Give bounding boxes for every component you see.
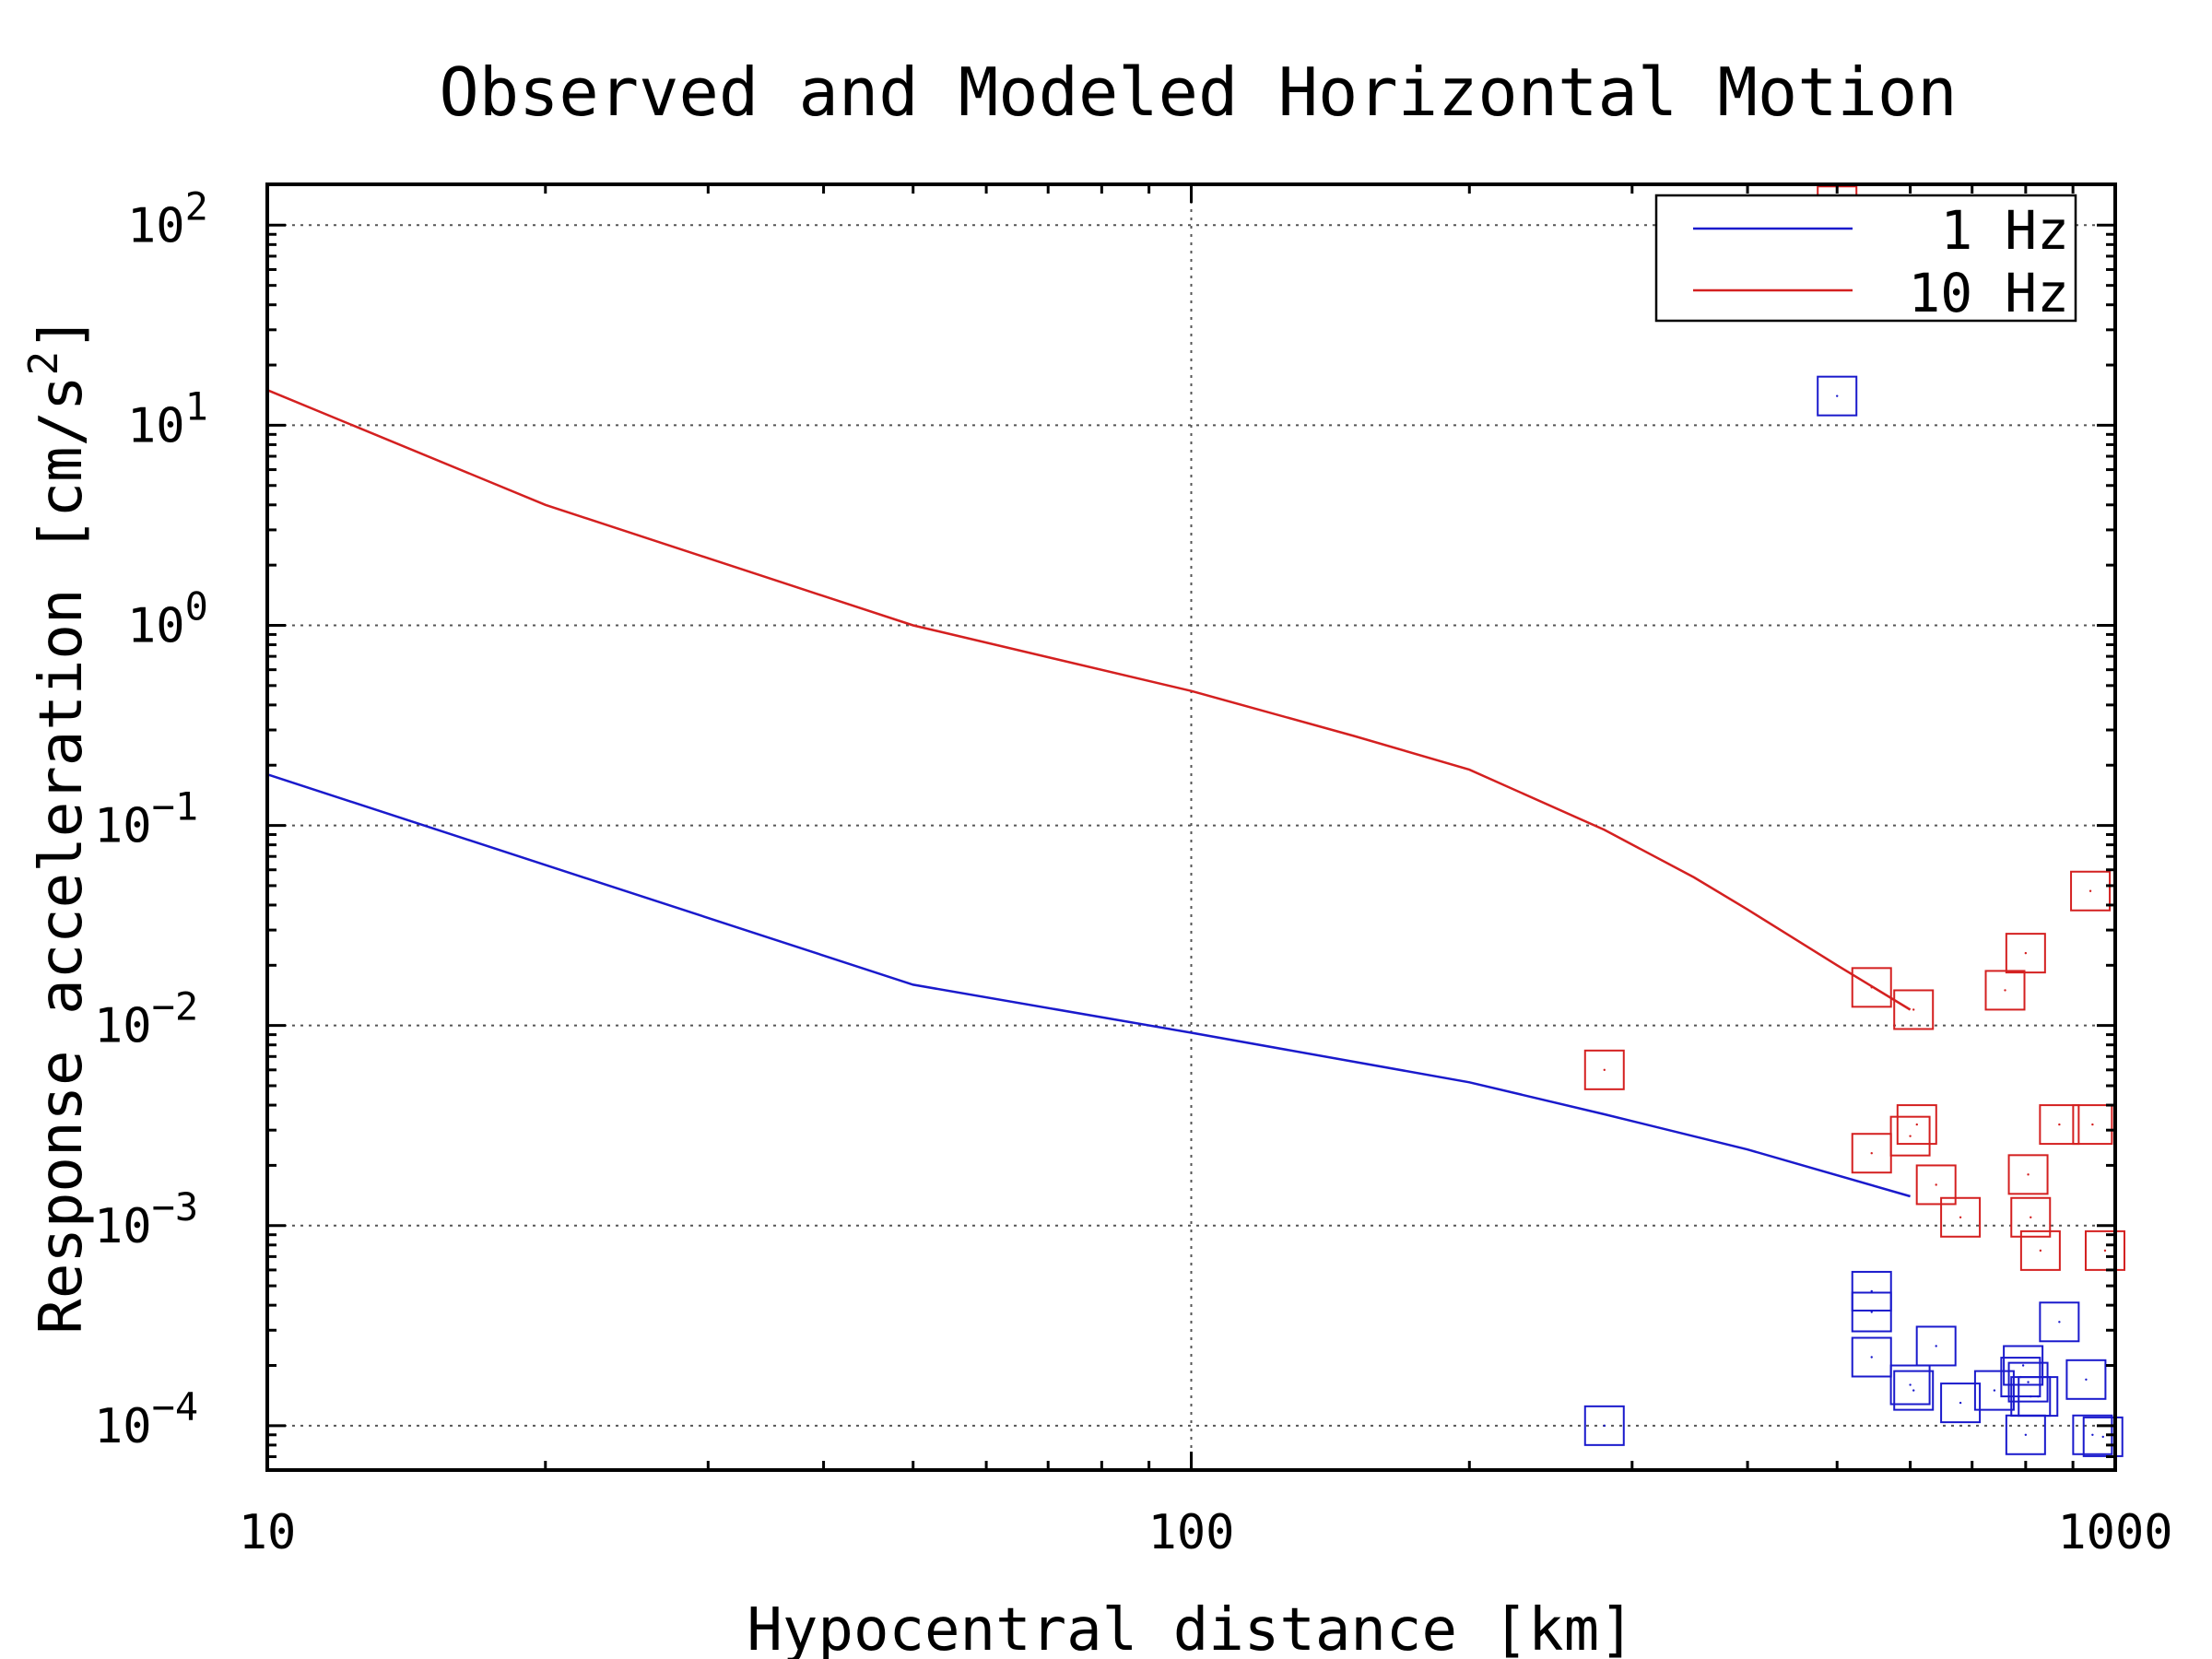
observed-point-center-10hz [1603, 1068, 1606, 1072]
observed-point-center-10hz [2004, 989, 2006, 992]
y-axis-label-text: Response acceleration [cm/s [28, 375, 96, 1334]
observed-point-10hz [1984, 970, 2026, 1011]
observed-point-10hz [2005, 933, 2046, 974]
observed-point-1hz [2039, 1301, 2080, 1343]
observed-point-center-10hz [2088, 889, 2092, 892]
observed-point-1hz [1851, 1270, 1892, 1312]
observed-point-center-1hz [1603, 1424, 1606, 1428]
observed-point-10hz [2070, 870, 2112, 912]
observed-point-center-10hz [2030, 1216, 2032, 1218]
observed-point-10hz [1889, 1115, 1931, 1157]
y-tick-label: 100 [127, 583, 208, 653]
observed-point-center-1hz [1870, 1356, 1873, 1359]
y-axis-label-superscript: 2 [20, 351, 67, 376]
x-tick-label: 10 [239, 1505, 297, 1560]
y-tick-label: 102 [127, 183, 208, 253]
observed-point-1hz [1915, 1325, 1957, 1367]
observed-point-center-1hz [1909, 1383, 1912, 1386]
observed-point-center-1hz [1935, 1345, 1937, 1347]
observed-point-10hz [2084, 1230, 2125, 1271]
legend-box [1654, 194, 2077, 323]
observed-point-10hz [2010, 1196, 2052, 1238]
observed-point-1hz [1851, 1336, 1892, 1378]
chart-title: Observed and Modeled Horizontal Motion [439, 53, 1957, 131]
observed-point-10hz [1915, 1164, 1957, 1206]
observed-point-1hz [2003, 1345, 2044, 1386]
y-tick-label: 10−3 [94, 1184, 198, 1254]
observed-point-center-10hz [1870, 1152, 1873, 1155]
y-tick-label: 10−1 [94, 784, 198, 854]
observed-point-1hz [1817, 375, 1858, 417]
observed-point-center-10hz [1912, 1008, 1915, 1011]
legend-label-1hz: 1 Hz [1940, 199, 2069, 262]
observed-point-10hz [1851, 967, 1892, 1008]
observed-point-center-10hz [1870, 986, 1873, 989]
observed-point-10hz [1940, 1196, 1982, 1238]
x-axis-label: Hypocentral distance [km] [747, 1596, 1634, 1659]
observed-point-1hz [2065, 1359, 2107, 1400]
model-line-1hz [266, 773, 1911, 1198]
observed-point-1hz [1940, 1382, 1982, 1424]
model-lines [266, 389, 1912, 1198]
observed-point-center-10hz [1935, 1183, 1937, 1186]
y-tick-label: 10−4 [94, 1384, 198, 1454]
observed-point-center-1hz [2027, 1381, 2030, 1383]
observed-point-1hz [1889, 1364, 1931, 1406]
observed-point-center-1hz [1993, 1389, 1996, 1392]
y-axis-label-suffix: ] [28, 315, 96, 351]
observed-point-center-1hz [2030, 1394, 2032, 1398]
observed-point-10hz [2007, 1154, 2049, 1195]
observed-point-center-10hz [2091, 1123, 2094, 1126]
observed-point-1hz [2007, 1361, 2049, 1403]
x-tick-label: 1000 [2057, 1505, 2172, 1560]
observed-point-center-1hz [2024, 1433, 2028, 1436]
observed-point-10hz [1583, 1049, 1625, 1090]
observed-markers [1583, 185, 2125, 1457]
observed-point-1hz [2018, 1376, 2059, 1418]
observed-point-1hz [2082, 1416, 2124, 1457]
observed-point-center-1hz [2058, 1321, 2061, 1324]
legend-label-10hz: 10 Hz [1908, 262, 2069, 324]
x-tick-label: 100 [1148, 1505, 1235, 1560]
observed-point-center-1hz [2085, 1378, 2088, 1382]
observed-point-center-1hz [1836, 394, 1839, 397]
observed-point-1hz [1851, 1291, 1892, 1333]
observed-point-1hz [1973, 1370, 2015, 1411]
grid [267, 184, 2115, 1470]
observed-point-10hz [1896, 1104, 1937, 1146]
observed-point-center-10hz [2039, 1249, 2042, 1253]
observed-point-center-10hz [2027, 1173, 2030, 1176]
observed-point-center-1hz [2091, 1433, 2094, 1436]
observed-point-center-1hz [2021, 1364, 2025, 1367]
legend: 1 Hz 10 Hz [1654, 194, 2077, 324]
y-tick-label: 101 [127, 383, 208, 453]
observed-point-1hz [1893, 1370, 1935, 1411]
model-line-10hz [266, 389, 1912, 1011]
y-tick-label: 10−2 [94, 984, 198, 1054]
observed-point-center-1hz [2037, 1394, 2040, 1398]
observed-point-center-1hz [1959, 1401, 1962, 1405]
observed-point-center-1hz [1870, 1311, 1873, 1313]
observed-point-1hz [1583, 1405, 1625, 1446]
observed-point-10hz [2039, 1104, 2080, 1146]
y-axis-label: Response acceleration [cm/s2] [20, 315, 96, 1334]
observed-point-center-1hz [2101, 1435, 2104, 1439]
observed-point-10hz [2019, 1230, 2061, 1271]
observed-point-center-10hz [2058, 1123, 2061, 1126]
observed-point-center-10hz [2103, 1249, 2107, 1253]
observed-point-10hz [2072, 1104, 2113, 1146]
observed-point-10hz [1893, 989, 1935, 1030]
observed-point-center-10hz [1915, 1123, 1918, 1126]
observed-point-center-10hz [1959, 1216, 1962, 1218]
observed-point-center-10hz [2024, 951, 2028, 955]
observed-point-center-1hz [1912, 1389, 1915, 1392]
observed-point-center-10hz [1909, 1135, 1912, 1137]
axis-ticks: 10 100 1000 10−4 10−3 10−2 10−1 100 101 102 [94, 183, 2173, 1560]
